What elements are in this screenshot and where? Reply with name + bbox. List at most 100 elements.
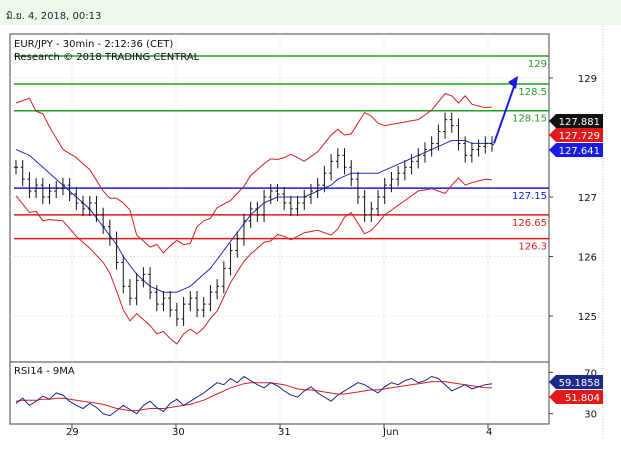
axis-label-2: 126 (578, 253, 597, 264)
price-bar-1 (20, 160, 25, 187)
price-bar-39 (275, 183, 280, 202)
axis-label-0: 129 (578, 74, 597, 85)
price-bar-37 (262, 189, 267, 222)
price-bar-20 (148, 267, 153, 300)
price-bar-55 (382, 177, 387, 205)
price-badge-1-label: 127.729 (559, 131, 600, 142)
time-axis: 29 30 31 Jun 4 (66, 424, 492, 438)
level-label-4: 126.65 (512, 218, 547, 229)
rsi-indicator: 70 30 (15, 368, 597, 421)
price-bar-60 (416, 148, 421, 169)
price-bar-42 (295, 195, 300, 217)
rsi-axis-label-1: 30 (584, 410, 597, 421)
arrow-shaft (493, 83, 516, 144)
price-bar-13 (101, 207, 106, 234)
price-bar-62 (429, 136, 434, 157)
price-bar-35 (248, 201, 253, 228)
price-bar-28 (201, 296, 206, 318)
price-bar-0 (14, 160, 18, 175)
price-bar-44 (308, 183, 313, 205)
rsi-value-badge-shape (549, 375, 603, 389)
price-bar-64 (443, 112, 448, 139)
price-bar-58 (402, 160, 407, 181)
chart-subtitle: Research © 2018 TRADING CENTRAL (14, 52, 200, 63)
price-bar-11 (87, 195, 92, 217)
price-badge-0: 127.881 (549, 114, 603, 128)
rsi-line (15, 375, 493, 417)
price-bar-15 (114, 231, 119, 270)
price-bar-22 (161, 291, 166, 312)
price-bar-71 (490, 136, 494, 152)
price-bar-68 (469, 142, 474, 163)
price-badge-1: 127.729 (549, 128, 603, 142)
x-label-1: 30 (172, 427, 185, 438)
level-label-1: 128.5 (518, 87, 547, 98)
price-bar-38 (268, 183, 273, 205)
price-badge-0-label: 127.881 (559, 117, 600, 128)
price-bar-45 (315, 177, 320, 199)
top-bar: มิ.ย. 4, 2018, 00:13 (0, 0, 621, 25)
price-bar-10 (81, 195, 86, 217)
chart-title: EUR/JPY - 30min - 2:12:36 (CET) (14, 39, 173, 50)
price-bar-6 (54, 180, 59, 199)
price-bar-69 (476, 139, 481, 157)
price-bar-18 (134, 273, 139, 306)
price-bar-36 (255, 201, 260, 222)
price-bar-40 (282, 186, 287, 211)
x-label-3: Jun (382, 427, 399, 438)
price-badge-0-shape (549, 114, 603, 128)
price-bar-53 (369, 201, 374, 222)
price-bar-25 (181, 296, 186, 327)
price-axis: 129 127 126 125 (549, 74, 597, 323)
rsi-panel (9, 361, 550, 425)
price-bars (14, 112, 494, 327)
grid (10, 34, 549, 424)
price-bar-46 (322, 166, 327, 193)
support-resistance-levels: 129 128.5 128.15 127.15 126.65 126.3 (14, 55, 549, 253)
price-bar-19 (141, 267, 146, 288)
price-bar-67 (463, 136, 468, 163)
price-bar-33 (235, 231, 240, 258)
price-bar-23 (168, 291, 173, 318)
price-bar-30 (215, 279, 220, 300)
price-bar-61 (422, 142, 427, 163)
price-bar-43 (302, 189, 307, 211)
price-bar-27 (195, 291, 200, 318)
price-badge-2-shape (549, 143, 603, 157)
rsi-axis-label-0: 70 (584, 368, 597, 379)
target-arrow (493, 75, 518, 144)
level-label-0: 129 (528, 59, 547, 70)
price-bar-12 (94, 195, 99, 222)
price-bar-31 (221, 261, 226, 294)
price-badges: 127.881 127.729 127.641 59.1858 51.804 (549, 114, 603, 404)
x-label-0: 29 (66, 427, 79, 438)
price-bar-17 (127, 279, 132, 306)
rsi-value-badge-label: 59.1858 (559, 378, 600, 389)
price-bar-7 (60, 177, 65, 196)
price-bar-54 (376, 189, 381, 217)
price-bar-48 (335, 148, 340, 169)
price-bar-52 (362, 189, 367, 222)
level-label-5: 126.3 (518, 242, 547, 253)
x-label-2: 31 (278, 427, 291, 438)
rsi-ma-badge-shape (549, 390, 603, 404)
axis-label-3: 125 (578, 312, 597, 323)
price-bar-65 (449, 112, 454, 133)
price-bar-26 (188, 291, 193, 312)
price-bar-21 (154, 285, 159, 312)
price-bar-50 (349, 160, 354, 187)
price-bar-59 (409, 154, 414, 175)
price-bar-24 (174, 302, 179, 327)
price-bar-5 (47, 183, 52, 205)
price-bar-66 (456, 118, 461, 151)
price-bar-56 (389, 172, 394, 193)
price-bar-70 (483, 136, 488, 154)
price-bar-3 (34, 177, 39, 199)
rsi-value-badge: 59.1858 (549, 375, 603, 389)
price-bar-41 (288, 195, 293, 217)
price-bar-49 (342, 148, 347, 175)
upper-band-line (15, 92, 493, 254)
price-bar-63 (436, 124, 441, 151)
price-badge-2: 127.641 (549, 143, 603, 157)
